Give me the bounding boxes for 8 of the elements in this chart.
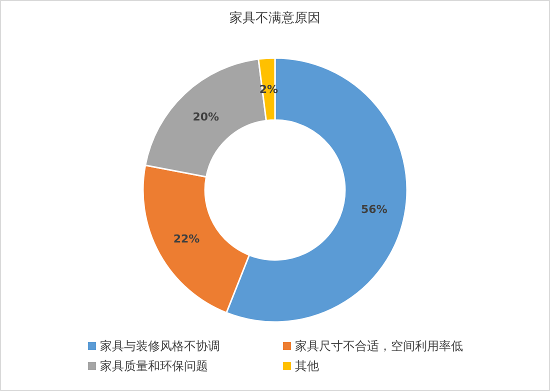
legend-label: 其他 [295, 359, 319, 373]
data-label: 20% [192, 110, 220, 124]
legend-label: 家具尺寸不合适，空间利用率低 [295, 339, 463, 353]
data-label: 56% [361, 202, 388, 216]
legend-label: 家具与装修风格不协调 [100, 339, 220, 353]
data-label: 22% [173, 232, 200, 246]
chart-title: 家具不满意原因 [230, 10, 320, 26]
legend-label: 家具质量和环保问题 [100, 359, 208, 373]
